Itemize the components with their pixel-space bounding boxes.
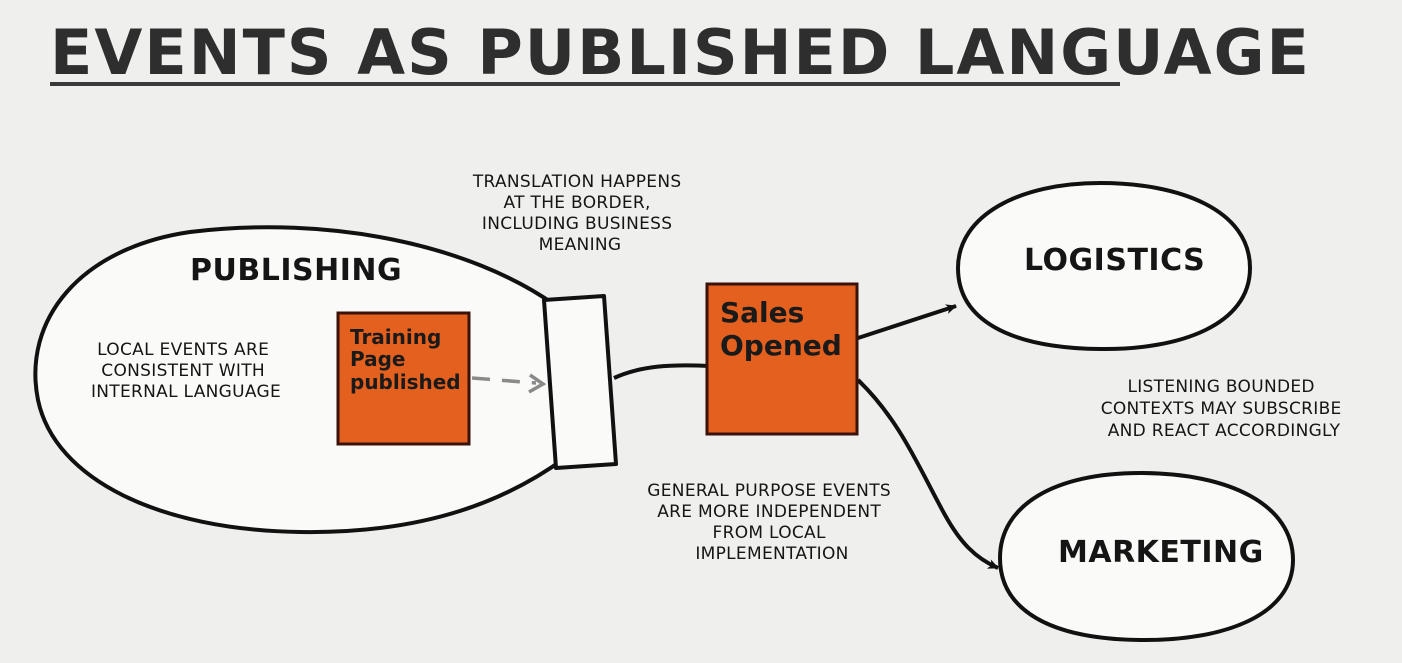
sales-event-line: Opened bbox=[720, 329, 842, 362]
publishing-context-label: PUBLISHING bbox=[190, 253, 402, 288]
translation-note-line: TRANSLATION HAPPENS bbox=[472, 172, 682, 192]
translation-note-line: INCLUDING BUSINESS bbox=[482, 214, 672, 234]
local-events-note: Local Events are consistent with interna… bbox=[91, 340, 281, 402]
listening-note-line: and react accordingly bbox=[1108, 421, 1341, 441]
listening-note-line: Listening Bounded bbox=[1127, 377, 1314, 397]
translation-note-line: MEANING bbox=[539, 235, 622, 255]
local-events-note-line: consistent with bbox=[101, 361, 265, 381]
general-purpose-note-line: implementation bbox=[695, 544, 848, 564]
logistics-context-shape bbox=[955, 180, 1253, 352]
training-event-text: Training Page published bbox=[350, 325, 461, 394]
training-event-line: published bbox=[350, 370, 461, 394]
sales-opened-event-sticky bbox=[705, 282, 859, 436]
translation-border-adapter bbox=[542, 294, 618, 470]
listening-note-line: Contexts may subscribe bbox=[1101, 399, 1342, 419]
listening-note: Listening Bounded Contexts may subscribe… bbox=[1101, 377, 1348, 441]
adapter-to-sales-connector bbox=[613, 363, 711, 380]
publishing-context-shape bbox=[33, 225, 567, 535]
page-title: Events as Published language bbox=[50, 16, 1311, 89]
local-events-note-line: Local Events are bbox=[97, 340, 269, 360]
arrow-to-logistics bbox=[857, 304, 957, 340]
marketing-context-label: MARKETING bbox=[1058, 535, 1264, 570]
training-event-line: Page bbox=[350, 347, 406, 371]
general-purpose-note-line: General purpose events bbox=[647, 481, 891, 501]
dashed-arrow-head bbox=[528, 373, 547, 394]
training-event-sticky bbox=[336, 311, 471, 446]
dashed-arrow-to-border bbox=[471, 376, 537, 385]
sales-opened-event-text: Sales Opened bbox=[720, 296, 842, 362]
local-events-note-line: internal Language bbox=[91, 382, 281, 402]
logistics-context-label: LOGISTICS bbox=[1024, 243, 1205, 278]
training-event-line: Training bbox=[350, 325, 441, 349]
general-purpose-note: General purpose events are more independ… bbox=[647, 481, 896, 564]
general-purpose-note-line: from local bbox=[713, 523, 826, 543]
sales-event-line: Sales bbox=[720, 296, 804, 329]
translation-note-line: AT THE BORDER, bbox=[504, 193, 651, 213]
general-purpose-note-line: are more independent bbox=[657, 502, 881, 522]
arrow-to-marketing bbox=[856, 378, 999, 570]
translation-note: TRANSLATION HAPPENS AT THE BORDER, INCLU… bbox=[472, 172, 687, 255]
marketing-context-shape bbox=[997, 470, 1296, 643]
